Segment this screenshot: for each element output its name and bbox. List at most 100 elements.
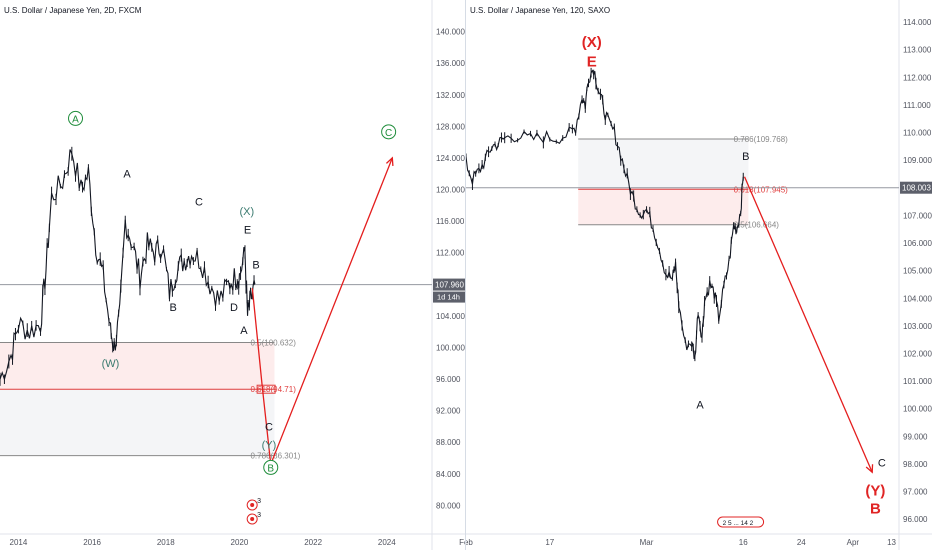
fib-zone-upper	[0, 342, 275, 390]
price-tick-label: 109.000	[903, 156, 932, 165]
event-badge-icon	[717, 516, 765, 528]
current-price-tag	[433, 278, 465, 291]
price-tick-label: 103.000	[903, 322, 932, 331]
time-tick-label: 2024	[378, 538, 396, 547]
price-tick-label: 80.000	[436, 501, 461, 510]
time-tick-label: 17	[545, 538, 554, 547]
price-tick-label: 116.000	[436, 217, 465, 226]
countdown-value: 1d 14h	[437, 293, 460, 302]
chart-title: U.S. Dollar / Japanese Yen, 120, SAXO	[470, 6, 610, 15]
fib-level-label: 0.618(94.71)	[250, 385, 296, 394]
current-price-value: 107.960	[435, 281, 464, 290]
chart-divider[interactable]	[465, 0, 466, 550]
event-badge-count: 3	[257, 498, 261, 505]
price-tick-label: 114.000	[903, 18, 932, 27]
price-tick-label: 101.000	[903, 377, 932, 386]
event-badge-dot	[250, 503, 255, 507]
price-tick-label: 140.000	[436, 28, 465, 37]
fib-level-label: 0.5(106.664)	[734, 221, 780, 230]
wave-label: A	[72, 114, 79, 125]
price-tick-label: 136.000	[436, 59, 465, 68]
time-tick-label: Feb	[459, 538, 473, 547]
fib-level-label: 0.786(86.301)	[250, 452, 300, 461]
fib-zone-lower	[578, 189, 749, 225]
time-tick-label: 2016	[83, 538, 101, 547]
time-tick-label: Apr	[847, 538, 860, 547]
chart-panel-left: 0.5(100.632) 0.618(94.71) 0.786(86.301) A (W…	[0, 0, 465, 550]
time-tick-label: 13	[887, 538, 896, 547]
price-tick-label: 128.000	[436, 122, 465, 131]
fib-zone-upper	[578, 138, 749, 190]
price-tick-label: 124.000	[436, 154, 465, 163]
price-tick-label: 98.000	[903, 460, 928, 469]
price-tick-label: 97.000	[903, 488, 928, 497]
current-price-tag	[900, 181, 932, 194]
wave-label: A	[240, 325, 248, 337]
price-tick-label: 106.000	[903, 239, 932, 248]
projection-path	[251, 157, 393, 465]
event-badge-count: 3	[257, 512, 261, 519]
fib-target-box	[256, 384, 276, 394]
time-tick-label: 2020	[231, 538, 249, 547]
wave-label: A	[123, 169, 131, 181]
wave-label: (X)	[239, 206, 254, 218]
projection-arrowhead	[865, 464, 874, 474]
price-tick-label: 104.000	[903, 294, 932, 303]
wave-label: D	[230, 302, 238, 314]
current-price-value: 108.003	[902, 184, 931, 193]
price-tick-label: 113.000	[903, 46, 932, 55]
time-tick-label: 2014	[10, 538, 28, 547]
time-tick-label: 16	[739, 538, 748, 547]
price-tick-label: 110.000	[903, 129, 932, 138]
wave-label: (Y)	[262, 440, 277, 452]
chart-panel-right: 0.786(109.768) 0.618(107.945) 0.5(106.664)…	[459, 0, 932, 550]
price-tick-label: 112.000	[903, 73, 932, 82]
chart-title: U.S. Dollar / Japanese Yen, 2D, FXCM	[4, 6, 142, 15]
wave-label: (X)	[582, 34, 602, 51]
wave-label: C	[195, 196, 203, 208]
time-tick-label: 24	[797, 538, 806, 547]
price-tick-label: 112.000	[436, 249, 465, 258]
wave-label: B	[267, 463, 274, 474]
fib-zone-lower	[0, 389, 275, 456]
wave-label: E	[587, 53, 597, 70]
price-tick-label: 132.000	[436, 91, 465, 100]
wave-label-circle	[263, 459, 279, 475]
price-tick-label: 88.000	[436, 438, 461, 447]
time-tick-label: 2022	[304, 538, 322, 547]
wave-label: B	[252, 259, 259, 271]
fib-level-label: 0.618(107.945)	[734, 185, 789, 194]
wave-label: E	[244, 225, 251, 237]
wave-label: (Y)	[865, 483, 885, 500]
price-tick-label: 96.000	[436, 375, 461, 384]
price-tick-label: 102.000	[903, 349, 932, 358]
price-tick-label: 96.000	[903, 515, 928, 524]
wave-label: B	[742, 151, 749, 163]
wave-label: B	[169, 302, 176, 314]
wave-label: C	[265, 421, 273, 433]
projection-arrowhead	[385, 156, 394, 166]
time-tick-label: Mar	[640, 538, 654, 547]
price-tick-label: 100.000	[436, 343, 465, 352]
price-tick-label: 120.000	[436, 186, 465, 195]
price-tick-label: 84.000	[436, 470, 461, 479]
wave-label: C	[878, 458, 886, 470]
price-tick-label: 104.000	[436, 312, 465, 321]
price-tick-label: 100.000	[903, 405, 932, 414]
price-tick-label: 111.000	[903, 101, 931, 110]
countdown-tag	[433, 291, 465, 303]
time-tick-label: 2018	[157, 538, 175, 547]
fib-level-label: 0.5(100.632)	[250, 338, 296, 347]
wave-label: B	[870, 501, 881, 518]
price-tick-label: 99.000	[903, 432, 928, 441]
event-badge-dot	[250, 517, 255, 521]
price-tick-label: 107.000	[903, 211, 932, 220]
wave-label: (W)	[102, 358, 120, 370]
wave-label-circle	[68, 110, 84, 126]
price-tick-label: 92.000	[436, 407, 461, 416]
price-tick-label: 105.000	[903, 267, 932, 276]
fib-level-label: 0.786(109.768)	[734, 135, 789, 144]
wave-label-circle	[381, 124, 397, 140]
